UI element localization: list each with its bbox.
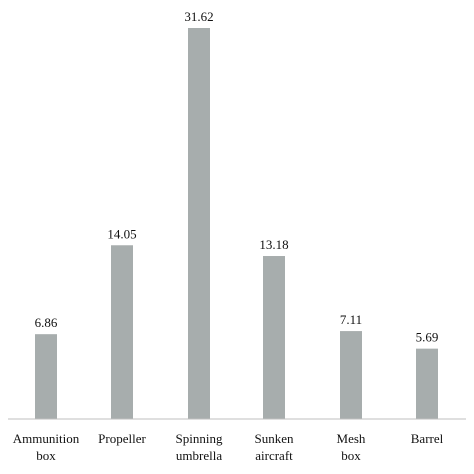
category-label-3-line-0: Sunken — [255, 431, 295, 446]
category-label-5-line-0: Barrel — [411, 431, 444, 446]
value-label-3: 13.18 — [259, 237, 288, 252]
category-label-2-line-0: Spinning — [176, 431, 223, 446]
value-label-4: 7.11 — [340, 312, 362, 327]
category-label-4-line-1: box — [341, 448, 361, 463]
bar-4 — [340, 331, 362, 419]
value-label-0: 6.86 — [35, 315, 58, 330]
category-labels-group: Ammunition box Propeller Spinning umbrella Su… — [13, 431, 444, 463]
bar-0 — [35, 334, 57, 419]
value-labels-group: 6.86 14.05 31.62 13.18 7.11 5.69 — [35, 9, 439, 345]
bars-group — [35, 28, 438, 419]
category-label-0-line-0: Ammunition — [13, 431, 80, 446]
category-label-3-line-1: aircraft — [255, 448, 293, 463]
value-label-2: 31.62 — [184, 9, 213, 24]
value-label-5: 5.69 — [416, 330, 439, 345]
category-label-1-line-0: Propeller — [98, 431, 146, 446]
bar-5 — [416, 348, 438, 419]
category-label-4-line-0: Mesh — [337, 431, 366, 446]
bar-2 — [188, 28, 210, 419]
bar-1 — [111, 245, 133, 419]
category-label-2-line-1: umbrella — [176, 448, 222, 463]
category-label-0-line-1: box — [36, 448, 56, 463]
bar-3 — [263, 256, 285, 419]
value-label-1: 14.05 — [107, 226, 136, 241]
